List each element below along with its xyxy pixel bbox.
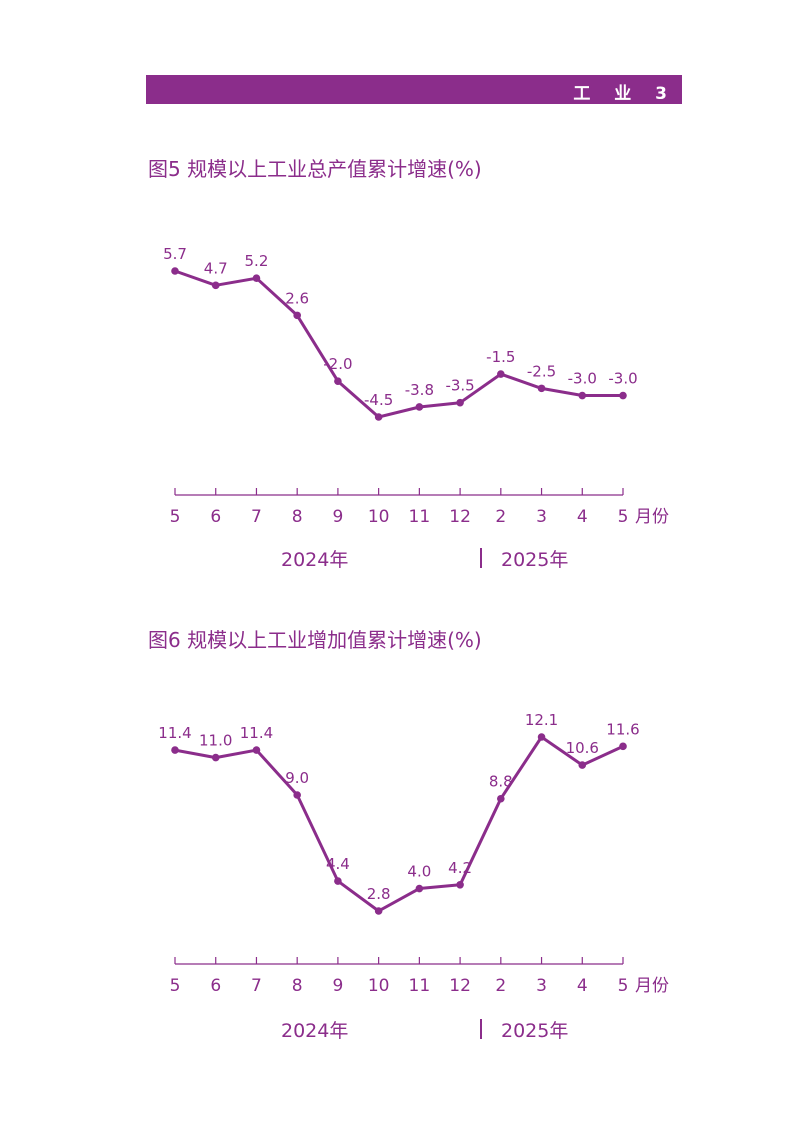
chart-title-industrial-output: 图5 规模以上工业总产值累计增速(%) xyxy=(148,157,482,181)
data-point xyxy=(619,742,627,751)
x-tick-label: 12 xyxy=(449,507,471,527)
data-label: -1.5 xyxy=(486,348,515,366)
x-tick-label: 2 xyxy=(495,507,506,527)
x-tick-label: 10 xyxy=(368,507,390,527)
x-tick-label: 11 xyxy=(409,976,431,996)
data-point xyxy=(252,746,261,754)
x-tick-label: 10 xyxy=(368,976,390,996)
x-tick-label: 3 xyxy=(536,507,547,527)
x-tick-label: 4 xyxy=(577,507,588,527)
data-point xyxy=(374,907,383,915)
data-label: 2.8 xyxy=(367,885,391,903)
x-tick-label: 5 xyxy=(618,976,629,996)
x-tick-label: 6 xyxy=(210,507,221,527)
data-point xyxy=(252,274,261,282)
data-point xyxy=(293,791,301,799)
x-axis-unit: 月份 xyxy=(635,507,669,527)
x-tick-label: 9 xyxy=(332,507,343,527)
data-point xyxy=(293,311,301,320)
chart-industrial-output: 5 6 7 8 9 10 11 12 2 3 4 5 月份 5.7 4.7 5.2 2.6 -2.0 -4.5 -3.… xyxy=(163,245,669,527)
x-tick-label: 5 xyxy=(618,507,629,527)
data-label: 2.6 xyxy=(285,289,309,307)
data-label: 4.2 xyxy=(448,859,472,877)
data-label: -2.0 xyxy=(323,355,352,373)
year-divider xyxy=(480,1019,482,1039)
data-point xyxy=(334,377,342,386)
data-label: 4.7 xyxy=(204,259,228,277)
x-tick-label: 8 xyxy=(292,507,303,527)
x-tick-label: 8 xyxy=(292,976,303,996)
data-point xyxy=(374,413,383,421)
data-point xyxy=(334,877,342,885)
year-label-2025: 2025年 xyxy=(501,1020,569,1042)
data-label: 11.4 xyxy=(158,724,191,742)
data-label: 10.6 xyxy=(566,739,599,757)
x-tick-label: 7 xyxy=(251,976,262,996)
series-line xyxy=(174,269,623,419)
x-tick-label: 7 xyxy=(251,507,262,527)
data-point xyxy=(537,733,546,741)
x-tick-label: 4 xyxy=(577,976,588,996)
data-label: -3.0 xyxy=(608,370,637,388)
data-label: 8.8 xyxy=(489,773,513,791)
data-point xyxy=(578,761,587,769)
data-point xyxy=(171,267,179,275)
data-label: -3.5 xyxy=(445,377,474,395)
data-point xyxy=(456,881,464,889)
data-label: -3.0 xyxy=(568,370,597,388)
data-point xyxy=(497,370,505,378)
data-label: -2.5 xyxy=(527,362,556,380)
data-label: 12.1 xyxy=(525,711,558,729)
year-label-2025: 2025年 xyxy=(501,549,569,571)
x-tick-label: 2 xyxy=(495,976,506,996)
chart-value-added: 5 6 7 8 9 10 11 12 2 3 4 5 月份 11.4 11.0 11.4 9.0 4.4 2.8 4.… xyxy=(158,711,669,996)
data-point xyxy=(456,398,464,407)
x-tick-label: 3 xyxy=(536,976,547,996)
x-tick-label: 9 xyxy=(332,976,343,996)
data-point xyxy=(211,281,220,290)
data-label: 9.0 xyxy=(285,769,309,787)
data-label: 11.6 xyxy=(606,720,639,738)
data-label: 11.4 xyxy=(240,724,273,742)
data-label: 11.0 xyxy=(199,732,232,750)
data-point xyxy=(171,746,179,754)
data-point xyxy=(415,884,424,893)
year-label-2024: 2024年 xyxy=(281,1020,349,1042)
data-label: 4.4 xyxy=(326,855,350,873)
data-label: 5.7 xyxy=(163,245,187,263)
x-tick-label: 11 xyxy=(409,507,431,527)
data-label: -3.8 xyxy=(405,381,434,399)
data-point xyxy=(537,384,546,393)
data-point xyxy=(619,391,627,400)
x-tick-label: 5 xyxy=(170,976,181,996)
series-line xyxy=(174,735,624,913)
data-point xyxy=(211,753,220,762)
x-axis-unit: 月份 xyxy=(635,976,669,996)
data-label: 5.2 xyxy=(245,252,269,270)
data-label: 4.0 xyxy=(407,863,431,881)
section-label: 工 业 3 xyxy=(573,84,676,104)
data-point xyxy=(578,391,587,400)
data-label: -4.5 xyxy=(364,391,393,409)
x-tick-label: 6 xyxy=(210,976,221,996)
chart-title-value-added: 图6 规模以上工业增加值累计增速(%) xyxy=(148,628,482,652)
x-tick-label: 5 xyxy=(170,507,181,527)
data-point xyxy=(497,794,505,803)
header-band: 工 业 3 xyxy=(146,75,682,104)
data-point xyxy=(415,403,424,411)
year-label-2024: 2024年 xyxy=(281,549,349,571)
x-tick-label: 12 xyxy=(449,976,471,996)
year-divider xyxy=(480,548,482,568)
